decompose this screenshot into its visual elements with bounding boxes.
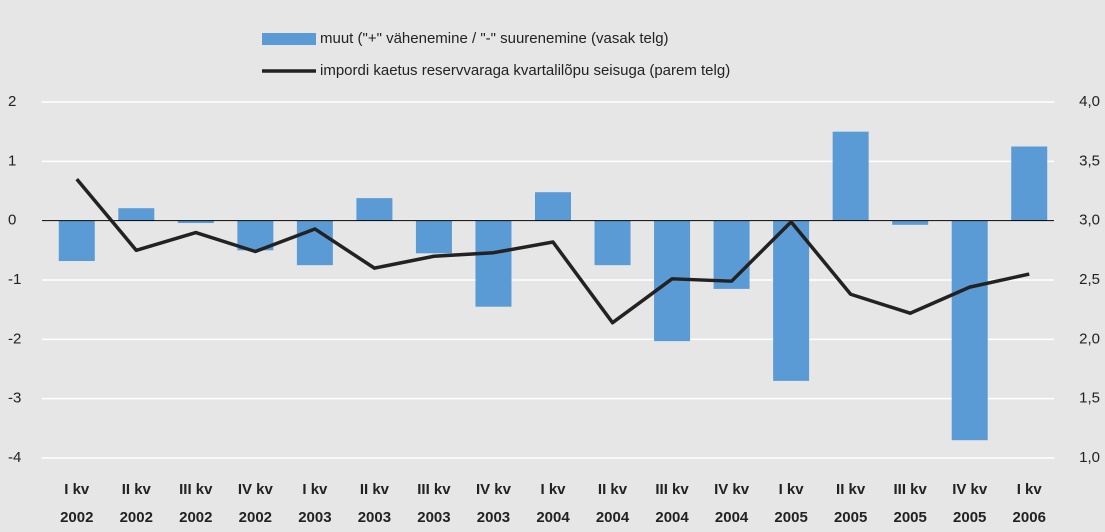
x-tick-label: IV kv (714, 481, 750, 498)
x-tick-label: II kv (360, 481, 390, 498)
bar (832, 131, 869, 221)
x-tick-label: 2006 (1013, 509, 1046, 526)
x-tick-label: III kv (893, 481, 927, 498)
bar (58, 220, 95, 262)
y2-tick-label: 2,5 (1079, 271, 1100, 288)
y2-tick-label: 3,5 (1079, 152, 1100, 169)
y-tick-label: -1 (8, 271, 21, 288)
x-tick-label: 2005 (774, 509, 807, 526)
x-tick-label: 2002 (60, 509, 93, 526)
bar (713, 220, 750, 289)
x-tick-label: 2004 (536, 509, 570, 526)
bar (892, 220, 929, 225)
x-tick-label: 2003 (477, 509, 510, 526)
x-tick-label: I kv (302, 481, 328, 498)
bar (594, 220, 631, 266)
y2-tick-label: 3,0 (1079, 212, 1100, 229)
y-tick-label: -3 (8, 390, 21, 407)
bar (415, 220, 452, 254)
x-tick-label: IV kv (476, 481, 512, 498)
x-tick-label: 2003 (358, 509, 391, 526)
x-tick-label: 2004 (596, 509, 630, 526)
line (75, 178, 1030, 325)
y-tick-label: -4 (8, 449, 21, 466)
bar (356, 198, 393, 221)
x-tick-label: III kv (417, 481, 451, 498)
x-tick-label: I kv (1017, 481, 1043, 498)
bar (475, 220, 512, 307)
x-tick-label: IV kv (238, 481, 274, 498)
x-tick-label: I kv (779, 481, 805, 498)
y-tick-label: 2 (8, 93, 16, 110)
x-tick-label: 2003 (298, 509, 331, 526)
x-tick-label: III kv (179, 481, 213, 498)
x-tick-label: I kv (64, 481, 90, 498)
x-tick-label: 2004 (655, 509, 689, 526)
x-tick-label: II kv (598, 481, 628, 498)
bar (118, 208, 155, 221)
x-tick-label: 2004 (715, 509, 749, 526)
x-tick-label: IV kv (952, 481, 988, 498)
x-tick-label: I kv (540, 481, 566, 498)
x-tick-label: II kv (836, 481, 866, 498)
bar (1011, 146, 1048, 221)
y-tick-label: 0 (8, 212, 16, 229)
y-tick-label: 1 (8, 152, 16, 169)
x-tick-label: 2002 (239, 509, 272, 526)
y2-tick-label: 1,5 (1079, 390, 1100, 407)
x-tick-label: II kv (122, 481, 152, 498)
y2-tick-label: 1,0 (1079, 449, 1100, 466)
bar (773, 220, 810, 381)
x-tick-label: III kv (655, 481, 689, 498)
x-tick-label: 2005 (834, 509, 867, 526)
bar (951, 220, 988, 441)
x-tick-label: 2005 (953, 509, 986, 526)
x-tick-label: 2003 (417, 509, 450, 526)
bar (535, 192, 571, 221)
x-tick-label: 2002 (179, 509, 212, 526)
legend-swatch (262, 33, 316, 45)
x-tick-label: 2002 (120, 509, 153, 526)
legend-label: muut ("+" vähenemine / "-" suurenemine (… (320, 30, 669, 47)
x-tick-label: 2005 (893, 509, 926, 526)
y2-tick-label: 2,0 (1079, 330, 1100, 347)
y-tick-label: -2 (8, 330, 21, 347)
legend-label: impordi kaetus reservvaraga kvartalilõpu… (320, 62, 730, 79)
bar (177, 220, 214, 224)
y2-tick-label: 4,0 (1079, 93, 1100, 110)
